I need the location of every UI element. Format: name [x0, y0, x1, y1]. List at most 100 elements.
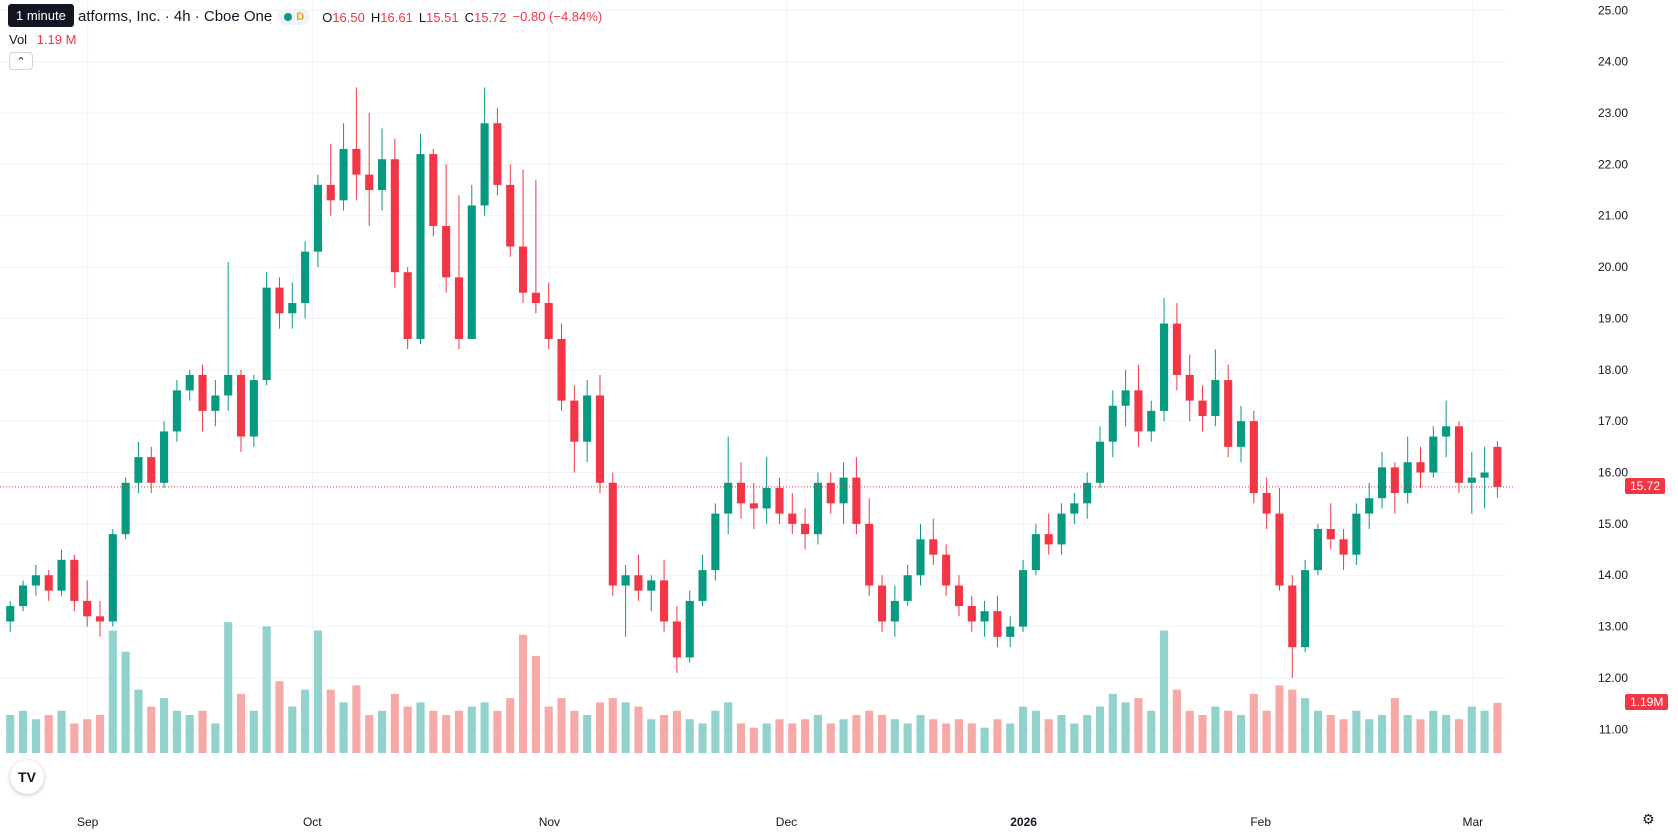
time-axis[interactable]: Sep Oct Nov Dec 2026 Feb Mar [77, 815, 1483, 829]
candle-body[interactable] [1390, 467, 1399, 494]
candle-body[interactable] [442, 225, 451, 278]
candle-body[interactable] [788, 513, 797, 524]
candle-body[interactable] [801, 523, 810, 535]
candle-body[interactable] [172, 390, 181, 432]
candle-body[interactable] [1121, 390, 1130, 406]
candle-body[interactable] [942, 554, 951, 586]
candle-body[interactable] [236, 374, 246, 437]
candle-body[interactable] [44, 575, 53, 591]
candle-body[interactable] [1198, 400, 1207, 417]
candle-body[interactable] [877, 585, 887, 622]
candle-body[interactable] [1493, 446, 1502, 487]
candle-body[interactable] [31, 575, 40, 586]
candle-body[interactable] [980, 611, 989, 622]
candle-body[interactable] [1262, 493, 1271, 514]
candle-body[interactable] [1185, 374, 1194, 401]
candle-body[interactable] [211, 395, 220, 411]
candle-body[interactable] [685, 600, 694, 658]
candle-body[interactable] [865, 523, 874, 586]
candle-body[interactable] [454, 277, 464, 339]
candle-body[interactable] [326, 184, 335, 201]
candle-body[interactable] [313, 184, 322, 252]
candle-body[interactable] [929, 539, 938, 555]
candle-body[interactable] [852, 477, 861, 524]
candle-body[interactable] [390, 159, 399, 273]
candle-body[interactable] [506, 184, 515, 247]
candle-body[interactable] [352, 148, 361, 175]
candle-body[interactable] [1429, 436, 1438, 473]
candle-body[interactable] [916, 539, 925, 576]
chevron-up-icon[interactable]: ⌃ [9, 52, 33, 70]
candle-body[interactable] [1339, 539, 1348, 555]
candle-body[interactable] [198, 374, 207, 411]
candle-body[interactable] [993, 611, 1002, 637]
symbol-title[interactable]: atforms, Inc. · 4h · Cboe One [78, 8, 273, 25]
candle-body[interactable] [954, 585, 964, 607]
candle-body[interactable] [1275, 513, 1284, 586]
candle-body[interactable] [1006, 626, 1015, 637]
candle-body[interactable] [480, 123, 489, 206]
candle-body[interactable] [839, 477, 848, 504]
candle-body[interactable] [1352, 513, 1361, 555]
candle-body[interactable] [1288, 585, 1297, 648]
candle-body[interactable] [95, 616, 105, 622]
candle-body[interactable] [647, 580, 656, 591]
candle-body[interactable] [544, 303, 553, 339]
candle-body[interactable] [1416, 462, 1425, 473]
candle-body[interactable] [736, 482, 746, 504]
candle-body[interactable] [185, 374, 194, 391]
candle-body[interactable] [608, 482, 617, 586]
candle-body[interactable] [249, 380, 258, 437]
tradingview-logo[interactable]: TV [10, 760, 44, 794]
candle-body[interactable] [967, 606, 976, 622]
candle-body[interactable] [1480, 472, 1489, 478]
candle-body[interactable] [903, 575, 912, 601]
candle-body[interactable] [108, 534, 117, 622]
candle-body[interactable] [1365, 498, 1374, 514]
candle-body[interactable] [621, 575, 630, 586]
candle-body[interactable] [1083, 482, 1092, 504]
candle-body[interactable] [531, 292, 540, 304]
candle-body[interactable] [1403, 462, 1412, 494]
candle-body[interactable] [416, 154, 425, 339]
candle-body[interactable] [224, 374, 233, 396]
candle-body[interactable] [1108, 405, 1117, 442]
candle-body[interactable] [57, 559, 66, 591]
candle-body[interactable] [1147, 410, 1156, 432]
candle-body[interactable] [1377, 467, 1387, 499]
candle-body[interactable] [724, 482, 733, 514]
candle-body[interactable] [660, 580, 669, 622]
candle-body[interactable] [1454, 426, 1464, 483]
candle-body[interactable] [121, 482, 130, 535]
candle-body[interactable] [1044, 534, 1053, 545]
candle-body[interactable] [365, 174, 374, 191]
candle-body[interactable] [1313, 529, 1322, 571]
candle-body[interactable] [1134, 390, 1143, 432]
candle-body[interactable] [1249, 421, 1258, 494]
candle-body[interactable] [634, 575, 643, 591]
candle-body[interactable] [1326, 529, 1335, 540]
candle-body[interactable] [339, 148, 348, 201]
candle-body[interactable] [519, 246, 528, 293]
candle-body[interactable] [403, 272, 412, 339]
candle-body[interactable] [493, 123, 502, 185]
market-status-badge[interactable]: D [278, 8, 311, 25]
gear-icon[interactable]: ⚙ [1642, 811, 1655, 827]
candle-body[interactable] [1467, 477, 1476, 483]
candle-body[interactable] [288, 303, 297, 314]
candle-body[interactable] [377, 159, 387, 191]
candle-body[interactable] [19, 585, 28, 607]
candle-body[interactable] [711, 513, 720, 571]
candle-body[interactable] [583, 395, 592, 442]
candle-body[interactable] [890, 600, 899, 622]
candle-body[interactable] [134, 457, 143, 483]
candle-body[interactable] [672, 621, 681, 658]
candle-body[interactable] [70, 559, 79, 601]
candle-body[interactable] [775, 487, 784, 514]
candle-body[interactable] [1301, 570, 1310, 648]
candle-body[interactable] [749, 503, 758, 509]
candle-body[interactable] [1224, 380, 1233, 447]
candle-body[interactable] [83, 600, 92, 617]
candle-body[interactable] [1236, 421, 1246, 447]
